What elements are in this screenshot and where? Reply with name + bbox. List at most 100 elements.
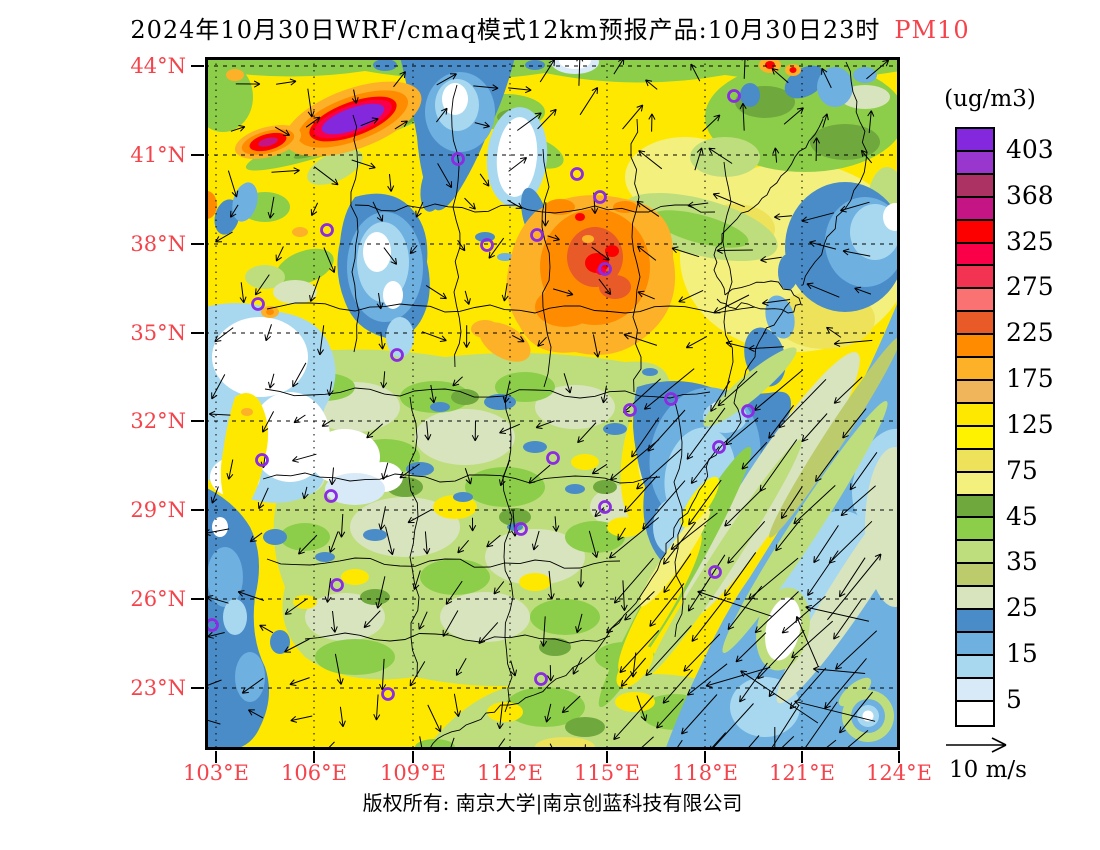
green-patch: [315, 639, 395, 675]
green-dark-spot: [360, 589, 390, 605]
colorbar-cell: [957, 197, 993, 221]
wind-arrow: [284, 598, 308, 615]
wind-arrow: [815, 450, 839, 483]
wind-arrow: [499, 423, 521, 434]
lat-label: 23°N: [130, 676, 186, 700]
wind-arrow: [326, 381, 334, 397]
wind-arrow: [713, 294, 750, 314]
colorbar-cell: [957, 610, 993, 633]
colorbar-tick-label: 35: [1006, 547, 1038, 577]
wind-arrow: [502, 380, 511, 404]
wind-arrow: [385, 526, 395, 556]
wind-arrow: [360, 117, 379, 127]
wind-arrow: [561, 695, 581, 714]
wind-legend-label: 10 m/s: [949, 757, 1027, 783]
wind-arrow: [379, 658, 387, 691]
wind-arrow: [835, 630, 878, 670]
green-dark-spot: [451, 389, 479, 405]
wind-arrow: [826, 326, 842, 338]
wind-arrow: [292, 362, 307, 388]
lon-tick: [509, 751, 511, 763]
wind-arrow: [683, 633, 721, 672]
wind-arrow: [537, 108, 557, 130]
title-text: 2024年10月30日WRF/cmaq模式12km预报产品:10月30日23时: [130, 16, 881, 44]
blue-sw-fringe: [325, 473, 385, 505]
wind-arrow: [298, 534, 318, 555]
wind-arrow: [207, 631, 225, 639]
province-boundary: [264, 387, 711, 399]
city-marker: [251, 297, 265, 311]
blue-dot: [525, 60, 545, 70]
wind-arrow: [771, 68, 789, 84]
wind-arrows: [205, 57, 890, 750]
wind-arrow: [276, 78, 297, 86]
wind-arrow: [795, 616, 819, 667]
wind-arrow: [591, 246, 610, 261]
green-patch: [530, 599, 600, 635]
pm-hotspot-nw2: [234, 125, 302, 159]
orange-small-spot-core: [266, 309, 274, 315]
orange-small-spot: [226, 69, 244, 81]
colorbar-cell: [957, 174, 993, 198]
wind-arrow: [409, 245, 418, 255]
wind-arrow: [393, 71, 406, 88]
colorbar-tick-label: 25: [1006, 593, 1038, 623]
wind-arrow: [373, 694, 381, 721]
yellow-sichuan-band: [220, 393, 269, 515]
white-beside-blue-core: [496, 117, 538, 197]
pm-hotspot-nw: [284, 81, 422, 157]
colorbar-tick-label: 75: [1006, 455, 1038, 485]
wind-arrow: [317, 325, 325, 356]
city-marker: [330, 578, 344, 592]
yellow-coast-patch: [680, 476, 720, 528]
wind-arrow: [535, 420, 555, 429]
wind-arrow: [813, 665, 866, 674]
colorbar-tick-label: 125: [1006, 409, 1054, 439]
blue-ne-patch: [740, 83, 760, 107]
wind-arrow: [630, 652, 638, 678]
wind-arrow: [656, 698, 684, 729]
colorbar-tick-label: 175: [1006, 364, 1054, 394]
wind-arrow: [292, 453, 317, 463]
wind-arrow: [687, 201, 709, 209]
wind-arrow: [453, 693, 461, 718]
colorbar-cell: [957, 678, 993, 702]
wind-arrow: [387, 174, 395, 192]
blue-dot: [373, 59, 397, 71]
wind-arrow: [351, 159, 376, 170]
wind-arrow: [649, 583, 685, 627]
colorbar-tick-label: 45: [1006, 501, 1038, 531]
province-boundary: [354, 203, 716, 214]
wind-arrow: [436, 73, 457, 86]
blue-west-bump: [263, 529, 287, 545]
wind-arrow: [423, 531, 431, 555]
lat-tick: [191, 687, 204, 689]
wind-arrow: [643, 368, 695, 410]
wind-arrow: [412, 570, 421, 590]
lat-label: 44°N: [130, 54, 186, 78]
wind-arrow: [486, 534, 501, 548]
wind-arrow: [499, 460, 510, 487]
province-boundary: [304, 632, 611, 644]
wind-arrow: [620, 580, 628, 611]
colorbar-cell: [957, 701, 993, 725]
wind-arrow: [774, 727, 776, 750]
city-marker: [664, 392, 678, 406]
wind-arrow: [783, 107, 804, 125]
wind-arrow: [712, 192, 745, 208]
colorbar-cell: [957, 312, 993, 336]
wind-arrow: [598, 278, 612, 295]
wind-arrow: [249, 532, 263, 543]
wind-arrow: [425, 284, 447, 300]
wind-arrow: [271, 167, 300, 175]
lon-tick: [898, 751, 900, 763]
wind-arrow: [418, 611, 428, 630]
white-center-west: [363, 232, 391, 272]
wind-arrow: [839, 557, 866, 598]
wind-arrow: [363, 610, 381, 629]
wind-arrow: [478, 622, 499, 644]
yellow-patch: [293, 595, 317, 609]
province-boundary: [266, 557, 621, 569]
province-boundaries: [262, 61, 868, 750]
wind-arrow: [323, 247, 336, 273]
